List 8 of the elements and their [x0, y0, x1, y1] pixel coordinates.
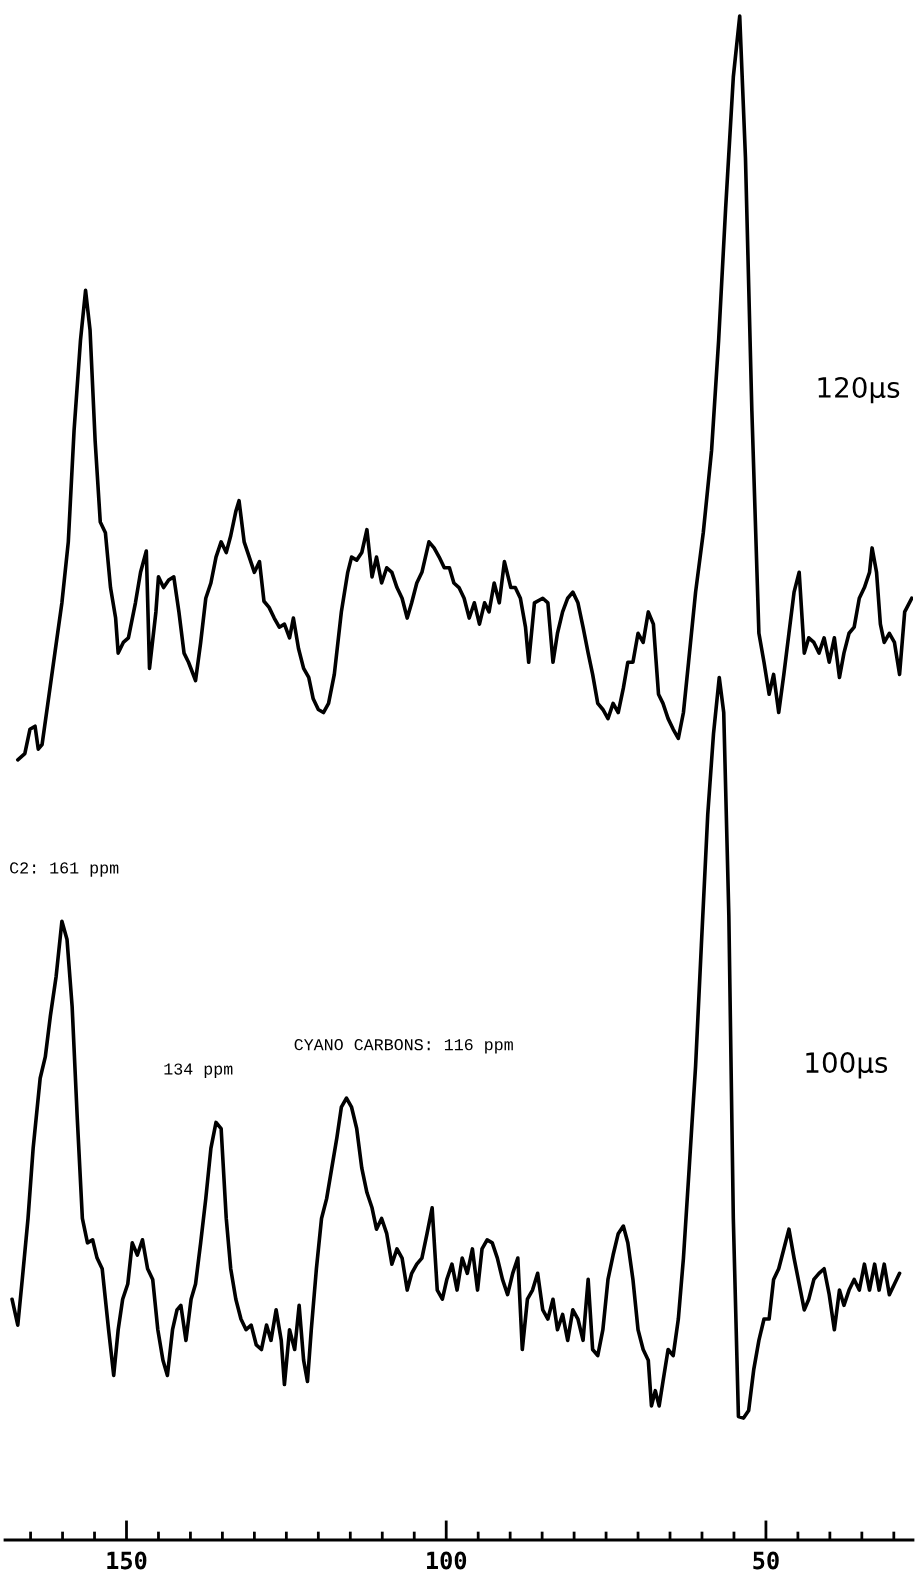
annotation: C2: 161 ppm: [10, 862, 119, 877]
annotation: 134 ppm: [164, 1063, 233, 1079]
x-tick-label: 150: [107, 1551, 147, 1570]
x-tick-label: 100: [427, 1551, 467, 1570]
text: 120μs: [818, 376, 900, 404]
annotation: CYANO CARBONS: 116 ppm: [294, 1039, 513, 1054]
text: 100μs: [806, 1052, 888, 1079]
x-tick-label: 50: [753, 1551, 779, 1570]
